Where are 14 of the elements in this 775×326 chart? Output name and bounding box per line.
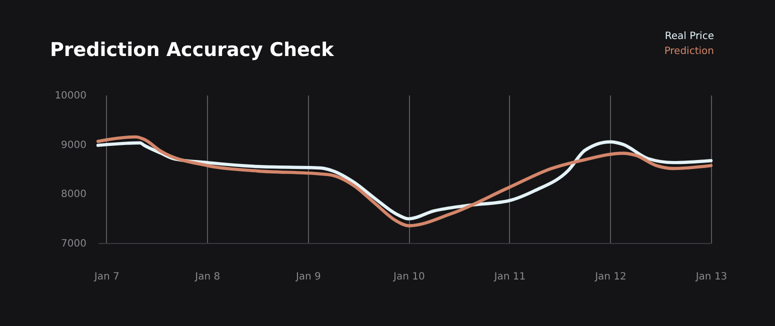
y-tick-label: 8000 [61,189,86,200]
y-tick-label: 10000 [54,90,86,102]
x-tick-label: Jan 13 [694,272,728,282]
text: Prediction [664,46,714,57]
x-tick-label: Jan 10 [392,272,425,282]
x-tick-label: Jan 9 [294,272,321,282]
y-tick-label: 7000 [61,238,86,250]
x-tick-label: Jan 7 [93,272,120,282]
text: Real Price [664,31,714,42]
y-tick-label: 9000 [61,140,86,151]
x-tick-label: Jan 11 [493,272,526,282]
x-tick-label: Jan 8 [194,272,220,282]
x-tick-label: Jan 12 [594,272,626,282]
chart-title: Prediction Accuracy Check [50,39,334,61]
